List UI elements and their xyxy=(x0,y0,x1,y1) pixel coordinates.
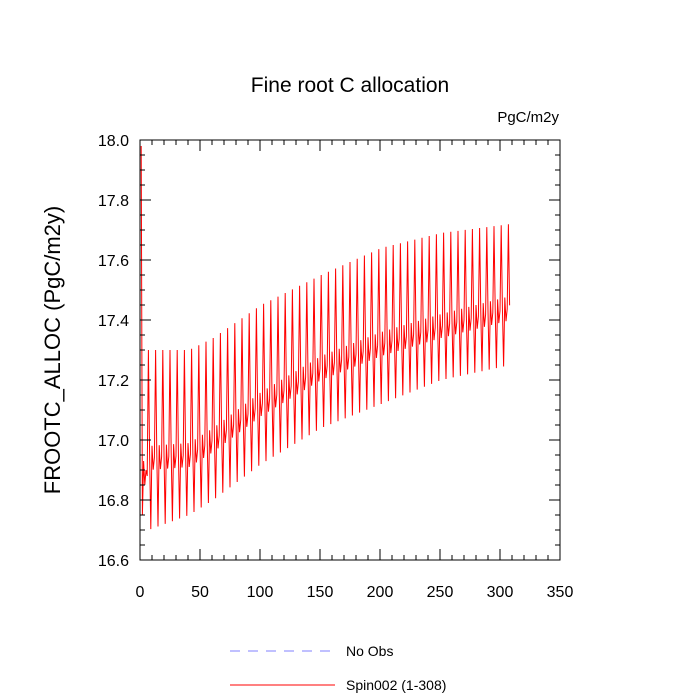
y-tick-label: 17.0 xyxy=(98,433,129,450)
legend-label-spin002: Spin002 (1-308) xyxy=(346,677,446,693)
legend: No Obs Spin002 (1-308) xyxy=(230,643,446,693)
x-tick-label: 200 xyxy=(367,584,394,601)
ticks-layer xyxy=(139,139,561,561)
y-tick-label: 17.6 xyxy=(98,253,129,270)
chart-units: PgC/m2y xyxy=(497,109,559,126)
x-tick-label: 250 xyxy=(427,584,454,601)
chart-title: Fine root C allocation xyxy=(251,74,449,97)
plot-area xyxy=(140,145,511,530)
legend-label-no-obs: No Obs xyxy=(346,643,393,659)
x-tick-label: 150 xyxy=(307,584,334,601)
y-tick-label: 16.8 xyxy=(98,493,129,510)
y-axis-label: FROOTC_ALLOC (PgC/m2y) xyxy=(40,206,65,495)
y-tick-label: 16.6 xyxy=(98,553,129,570)
y-tick-label: 17.4 xyxy=(98,313,129,330)
y-tick-label: 17.8 xyxy=(98,193,129,210)
x-tick-label: 0 xyxy=(136,584,145,601)
y-tick-label: 18.0 xyxy=(98,133,129,150)
tick-labels-layer: 0 50 100 150 200 250 300 350 16.6 16.8 17.0 17.2 17.… xyxy=(98,133,574,601)
x-tick-label: 300 xyxy=(487,584,514,601)
series-layer xyxy=(140,145,511,530)
series-line-spin002 xyxy=(140,145,511,530)
x-tick-label: 50 xyxy=(191,584,209,601)
plot-frame xyxy=(139,139,561,561)
x-tick-label: 350 xyxy=(547,584,574,601)
y-tick-label: 17.2 xyxy=(98,373,129,390)
x-tick-label: 100 xyxy=(247,584,274,601)
